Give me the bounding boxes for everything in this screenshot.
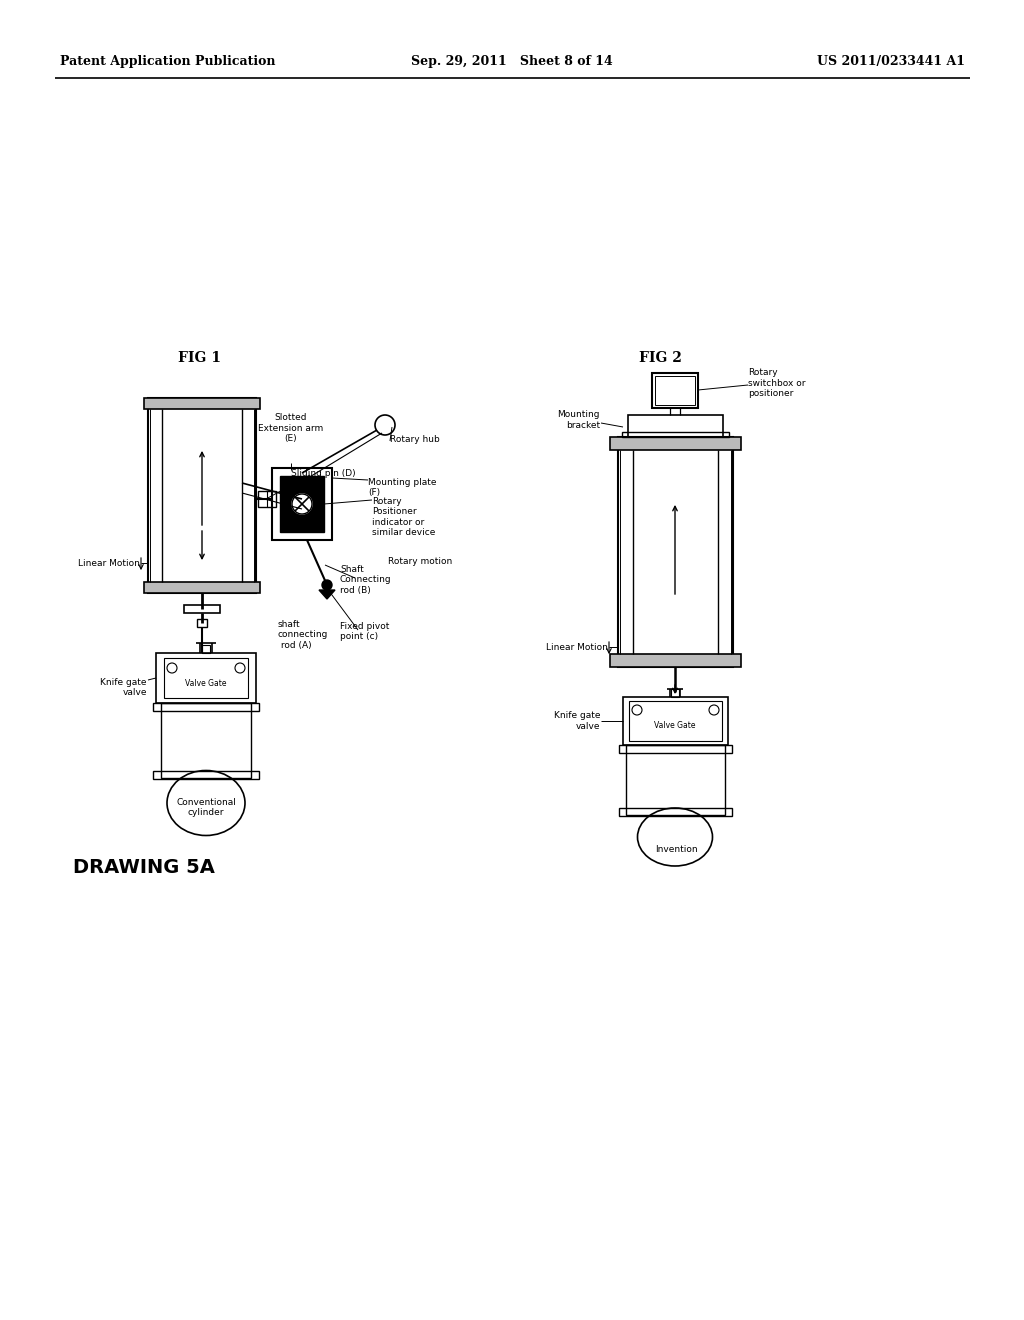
Bar: [184, 605, 220, 612]
Bar: [623, 697, 728, 744]
Text: shaft
connecting
 rod (A): shaft connecting rod (A): [278, 620, 329, 649]
Bar: [618, 744, 732, 752]
Polygon shape: [319, 590, 335, 599]
Text: Knife gate
valve: Knife gate valve: [554, 711, 600, 731]
Bar: [144, 582, 260, 593]
Bar: [652, 374, 698, 408]
Circle shape: [292, 494, 312, 513]
Text: Rotary hub: Rotary hub: [390, 436, 439, 445]
Bar: [161, 704, 251, 777]
Text: Valve Gate: Valve Gate: [654, 721, 695, 730]
Bar: [272, 469, 332, 540]
Text: Valve Gate: Valve Gate: [185, 678, 226, 688]
Text: Sep. 29, 2011   Sheet 8 of 14: Sep. 29, 2011 Sheet 8 of 14: [411, 55, 613, 69]
Bar: [164, 657, 248, 698]
Bar: [618, 437, 733, 667]
Text: Linear Motion: Linear Motion: [546, 643, 608, 652]
Text: FIG 2: FIG 2: [639, 351, 681, 366]
Text: Shaft
Connecting
rod (B): Shaft Connecting rod (B): [340, 565, 391, 595]
Text: Sliding pin (D): Sliding pin (D): [291, 469, 355, 478]
Bar: [156, 653, 256, 704]
Bar: [655, 376, 695, 405]
Text: Invention: Invention: [654, 845, 697, 854]
Bar: [258, 491, 276, 507]
Bar: [618, 808, 732, 816]
Text: Knife gate
valve: Knife gate valve: [100, 678, 147, 697]
Bar: [202, 645, 210, 653]
Bar: [610, 653, 741, 667]
Text: Patent Application Publication: Patent Application Publication: [60, 55, 275, 69]
Text: US 2011/0233441 A1: US 2011/0233441 A1: [817, 55, 965, 69]
Bar: [628, 414, 723, 437]
Circle shape: [375, 414, 395, 436]
Bar: [153, 704, 259, 711]
Bar: [144, 399, 260, 409]
Text: Fixed pivot
point (c): Fixed pivot point (c): [340, 622, 389, 642]
Bar: [671, 689, 679, 697]
Text: Mounting plate
(F): Mounting plate (F): [368, 478, 436, 498]
Text: Rotary
Positioner
indicator or
similar device: Rotary Positioner indicator or similar d…: [372, 498, 435, 537]
Bar: [148, 399, 256, 593]
Circle shape: [322, 579, 332, 590]
Bar: [629, 701, 722, 741]
Bar: [197, 619, 207, 627]
Bar: [626, 744, 725, 814]
Text: Rotary motion: Rotary motion: [388, 557, 453, 566]
Text: FIG 1: FIG 1: [178, 351, 221, 366]
Text: Conventional
cylinder: Conventional cylinder: [176, 799, 236, 817]
Text: Linear Motion: Linear Motion: [78, 558, 140, 568]
Bar: [280, 477, 324, 532]
Text: DRAWING 5A: DRAWING 5A: [73, 858, 215, 876]
Text: Slotted
Extension arm
(E): Slotted Extension arm (E): [258, 413, 324, 444]
Bar: [622, 432, 729, 437]
Text: Mounting
bracket: Mounting bracket: [557, 411, 600, 430]
Bar: [153, 771, 259, 779]
Text: Rotary
switchbox or
positioner: Rotary switchbox or positioner: [748, 368, 806, 397]
Bar: [610, 437, 741, 450]
